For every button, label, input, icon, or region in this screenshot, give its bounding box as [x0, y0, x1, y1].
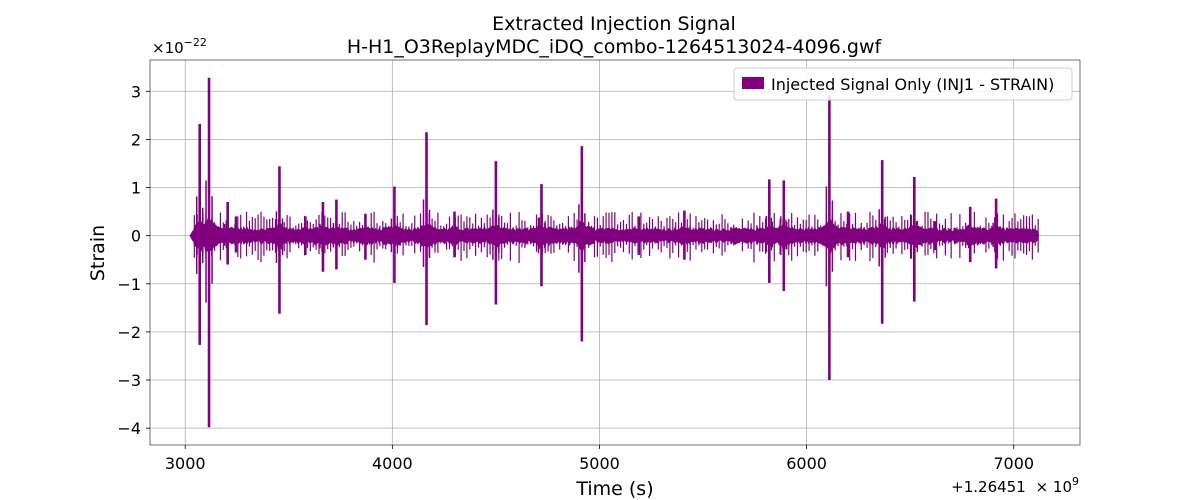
legend: Injected Signal Only (INJ1 - STRAIN): [733, 67, 1073, 101]
y-axis-label: Strain: [87, 225, 109, 281]
y-tick-label: 3: [131, 82, 141, 101]
y-tick-label: −4: [117, 419, 141, 438]
x-axis-label: Time (s): [575, 478, 653, 500]
x-offset-label: +1.26451 × 109: [951, 475, 1079, 496]
x-tick-label: 4000: [372, 454, 413, 473]
y-tick-label: 2: [131, 130, 141, 149]
plot-data: [189, 77, 1040, 428]
x-tick-label: 5000: [579, 454, 620, 473]
y-tick-label: −2: [117, 323, 141, 342]
legend-label: Injected Signal Only (INJ1 - STRAIN): [771, 75, 1054, 94]
y-tick-label: 0: [131, 227, 141, 246]
y-scale-label: ×10−22: [152, 36, 207, 57]
x-tick-label: 6000: [786, 454, 827, 473]
legend-swatch: [742, 77, 764, 89]
axes-frame: [149, 59, 1081, 446]
x-tick-label: 3000: [165, 454, 206, 473]
y-tick-label: −3: [117, 371, 141, 390]
chart-title: Extracted Injection Signal: [492, 13, 736, 35]
ticks: 3000 4000 5000 6000 7000 3 2 1 0 −1 −2 −3 −4: [117, 82, 1034, 473]
legend-frame: [733, 67, 1073, 101]
x-tick-label: 7000: [993, 454, 1034, 473]
y-tick-label: −1: [117, 275, 141, 294]
y-tick-label: 1: [131, 179, 141, 198]
chart-subtitle: H-H1_O3ReplayMDC_iDQ_combo-1264513024-40…: [347, 36, 883, 58]
